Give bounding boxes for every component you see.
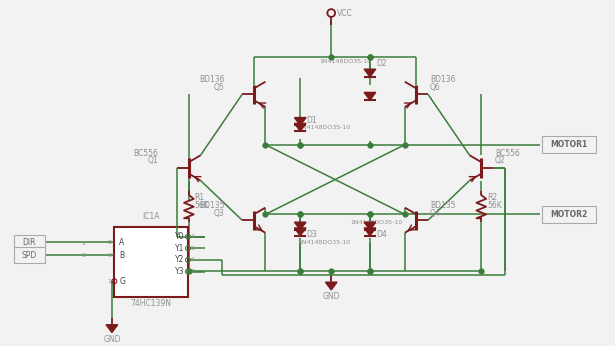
Text: D2: D2 xyxy=(376,58,386,67)
Text: G: G xyxy=(119,277,125,286)
Polygon shape xyxy=(364,69,376,77)
Text: VCC: VCC xyxy=(337,9,353,18)
Text: 3: 3 xyxy=(108,253,111,257)
Bar xyxy=(114,227,188,297)
FancyBboxPatch shape xyxy=(14,235,45,250)
Text: 1: 1 xyxy=(108,279,111,284)
Text: A: A xyxy=(119,238,124,247)
Text: 1N4148DO35-10: 1N4148DO35-10 xyxy=(320,58,371,64)
Text: Q5: Q5 xyxy=(214,83,224,92)
Text: Y3: Y3 xyxy=(175,267,184,276)
FancyBboxPatch shape xyxy=(542,136,595,153)
Text: R2: R2 xyxy=(487,193,497,202)
Text: D1: D1 xyxy=(306,116,317,125)
Text: MOTOR1: MOTOR1 xyxy=(550,140,587,149)
Text: DIR: DIR xyxy=(22,238,36,247)
Polygon shape xyxy=(106,325,117,333)
Text: Q6: Q6 xyxy=(430,83,441,92)
Text: 4: 4 xyxy=(191,234,195,239)
Text: 74HC139N: 74HC139N xyxy=(130,299,172,308)
Text: R1: R1 xyxy=(195,193,205,202)
Polygon shape xyxy=(295,124,306,131)
Text: SPD: SPD xyxy=(22,251,37,260)
Text: 56K: 56K xyxy=(487,201,502,210)
Text: 5: 5 xyxy=(191,246,195,251)
Text: B: B xyxy=(119,251,124,260)
FancyBboxPatch shape xyxy=(14,247,45,263)
Text: GND: GND xyxy=(322,292,340,301)
Polygon shape xyxy=(295,118,306,125)
Text: 1N4148DO35-10: 1N4148DO35-10 xyxy=(298,239,351,245)
Text: BD136: BD136 xyxy=(199,75,224,84)
Text: GND: GND xyxy=(103,335,121,344)
Text: 1N4148DO35-10: 1N4148DO35-10 xyxy=(298,125,351,130)
Text: Y2: Y2 xyxy=(175,255,184,264)
Text: 6: 6 xyxy=(191,257,195,262)
Text: Q4: Q4 xyxy=(430,209,441,218)
Text: Q1: Q1 xyxy=(147,156,158,165)
Polygon shape xyxy=(295,228,306,236)
Text: BD135: BD135 xyxy=(199,201,224,210)
Text: Y0: Y0 xyxy=(175,232,184,241)
Text: 2: 2 xyxy=(108,240,111,245)
Text: 56K: 56K xyxy=(195,201,210,210)
Text: Q3: Q3 xyxy=(214,209,224,218)
Text: Q2: Q2 xyxy=(495,156,506,165)
FancyBboxPatch shape xyxy=(542,206,595,223)
Polygon shape xyxy=(364,228,376,236)
Text: D3: D3 xyxy=(306,230,317,239)
Polygon shape xyxy=(325,282,337,290)
Text: IC1A: IC1A xyxy=(143,212,160,221)
Polygon shape xyxy=(364,92,376,100)
Text: MOTOR2: MOTOR2 xyxy=(550,210,587,219)
Text: BD135: BD135 xyxy=(430,201,456,210)
Polygon shape xyxy=(295,222,306,230)
Text: Y1: Y1 xyxy=(175,244,184,253)
Text: 7: 7 xyxy=(191,269,195,274)
Text: 3: 3 xyxy=(81,253,85,258)
Text: 1N4148DO35-10: 1N4148DO35-10 xyxy=(351,220,403,225)
Text: BD136: BD136 xyxy=(430,75,456,84)
Text: BC556: BC556 xyxy=(495,148,520,157)
Text: D4: D4 xyxy=(376,230,386,239)
Text: BC556: BC556 xyxy=(133,148,158,157)
Polygon shape xyxy=(364,222,376,230)
Text: 2: 2 xyxy=(81,240,85,246)
